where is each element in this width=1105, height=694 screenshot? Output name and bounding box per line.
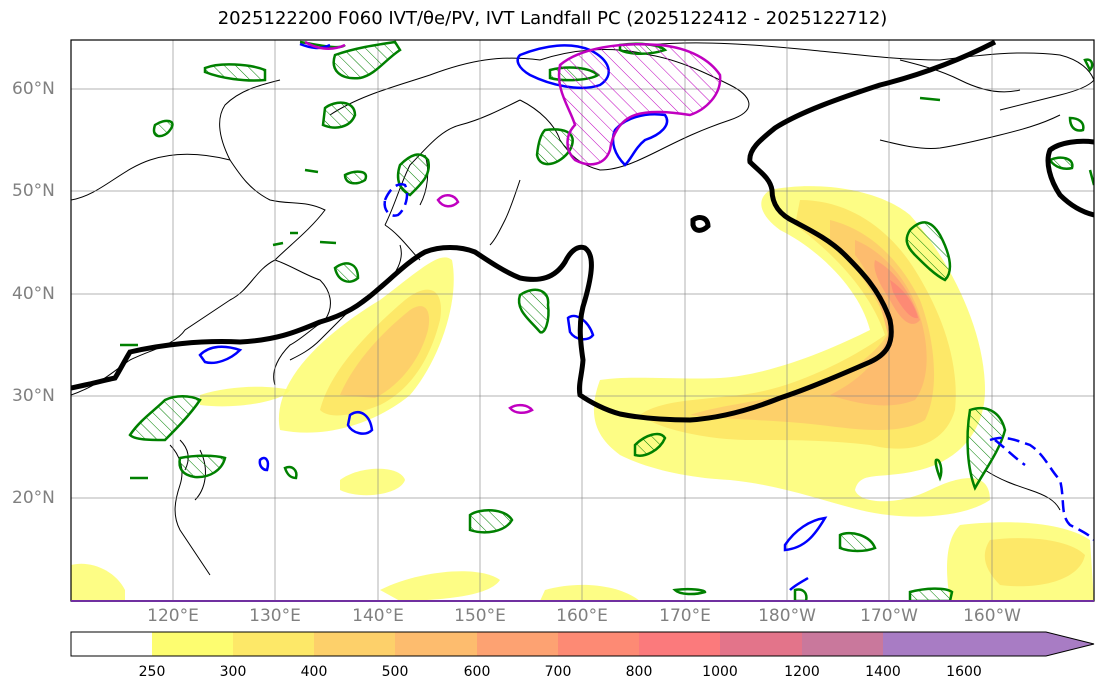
colorbar-tick-label: 700 <box>544 664 572 680</box>
colorbar-segment <box>395 632 477 656</box>
colorbar-segment <box>233 632 314 656</box>
lon-label-160w: 160°W <box>963 606 1021 626</box>
lon-label-130e: 130°E <box>249 606 301 626</box>
lat-label-60n: 60°N <box>12 79 55 99</box>
lon-label-120e: 120°E <box>147 606 199 626</box>
colorbar-segment <box>639 632 720 656</box>
lon-label-140e: 140°E <box>352 606 404 626</box>
colorbar-segment <box>720 632 802 656</box>
lon-label-150e: 150°E <box>454 606 506 626</box>
colorbar-tick-label: 1000 <box>702 664 738 680</box>
colorbar-segment <box>802 632 883 656</box>
lon-label-180w: 180°W <box>758 606 816 626</box>
colorbar-segment <box>152 632 233 656</box>
lat-label-30n: 30°N <box>12 386 55 406</box>
landfall-pc-contour <box>71 40 1094 423</box>
lon-label-170w: 170°W <box>860 606 918 626</box>
colorbar-segment <box>883 632 964 656</box>
lat-label-40n: 40°N <box>12 284 55 304</box>
lat-label-50n: 50°N <box>12 181 55 201</box>
colorbar-tick-label: 500 <box>381 664 409 680</box>
colorbar-tick-label: 800 <box>625 664 653 680</box>
colorbar-tick-label: 600 <box>463 664 491 680</box>
pv-contours <box>120 40 1094 601</box>
lon-label-170e: 170°E <box>659 606 711 626</box>
colorbar-tick-label: 400 <box>300 664 328 680</box>
magenta-contours <box>304 40 722 414</box>
theta-e-contours <box>198 42 1094 591</box>
colorbar <box>70 631 1095 657</box>
lon-label-160e: 160°E <box>556 606 608 626</box>
colorbar-tick-label: 1600 <box>946 664 982 680</box>
colorbar-tick-label: 1200 <box>784 664 820 680</box>
lat-label-20n: 20°N <box>12 488 55 508</box>
colorbar-tick-label: 250 <box>138 664 166 680</box>
colorbar-segment <box>314 632 395 656</box>
colorbar-segment <box>477 632 558 656</box>
ivt-shading <box>71 186 1094 601</box>
colorbar-tick-label: 1400 <box>865 664 901 680</box>
colorbar-segment <box>558 632 639 656</box>
map-title: 2025122200 F060 IVT/θe/PV, IVT Landfall … <box>217 8 888 29</box>
colorbar-tick-label: 300 <box>219 664 247 680</box>
colorbar-segment <box>964 632 1094 656</box>
